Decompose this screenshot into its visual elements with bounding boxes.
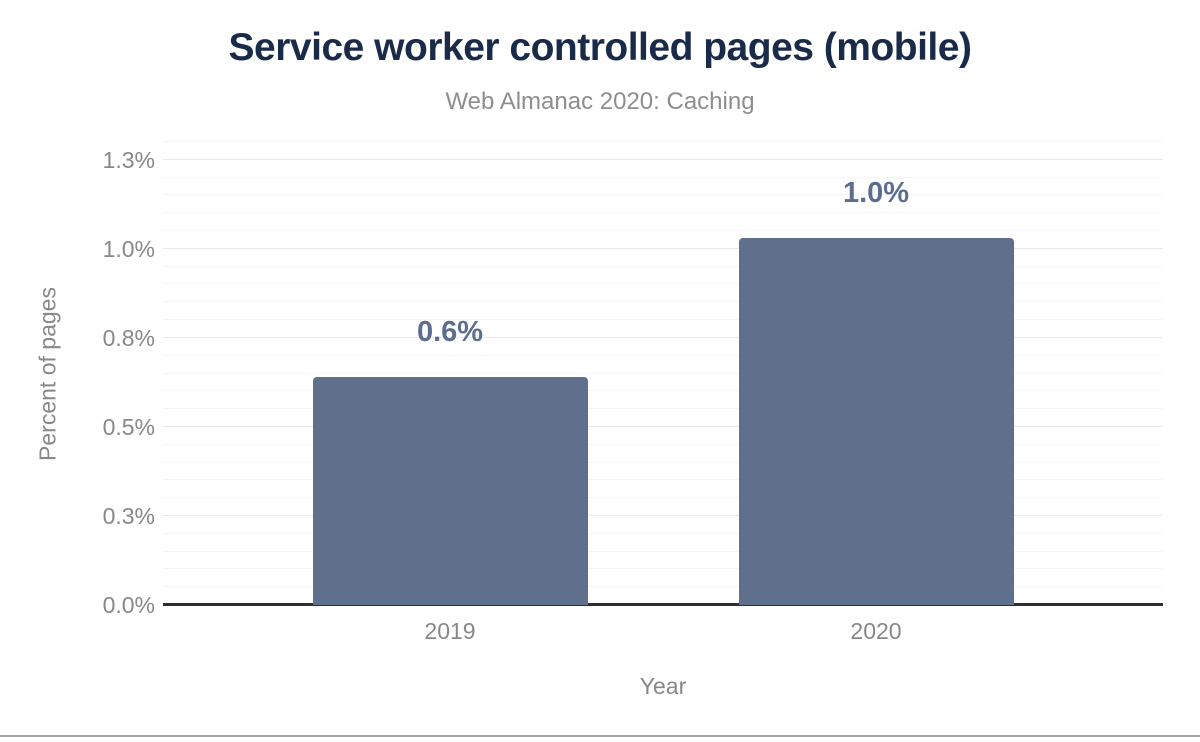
y-tick-label: 1.0% bbox=[102, 235, 155, 262]
gridline-minor bbox=[163, 301, 1163, 303]
gridline-minor bbox=[163, 319, 1163, 321]
x-axis-title: Year bbox=[639, 673, 687, 699]
y-tick-label: 0.8% bbox=[102, 324, 155, 351]
y-tick-label: 0.5% bbox=[102, 413, 155, 440]
x-axis-line bbox=[163, 603, 1163, 606]
gridline-minor bbox=[163, 568, 1163, 570]
gridline-major bbox=[163, 425, 1163, 427]
x-tick-label: 2020 bbox=[850, 618, 902, 644]
gridline-minor bbox=[163, 532, 1163, 534]
gridline-major bbox=[163, 514, 1163, 516]
gridline-major bbox=[163, 336, 1163, 338]
gridline-minor bbox=[163, 461, 1163, 463]
x-tick-label: 2019 bbox=[424, 618, 476, 644]
y-tick-label: 0.3% bbox=[102, 502, 155, 529]
gridline-major bbox=[163, 158, 1163, 160]
gridline-minor bbox=[163, 194, 1163, 196]
gridline-minor bbox=[163, 212, 1163, 214]
gridline-minor bbox=[163, 354, 1163, 356]
gridline-minor bbox=[163, 283, 1163, 285]
bar-2020[interactable] bbox=[738, 238, 1014, 605]
gridline-minor bbox=[163, 372, 1163, 374]
plot-area: 0.6% 1.0% bbox=[163, 141, 1163, 606]
bar-value-label: 1.0% bbox=[842, 177, 910, 210]
gridline-minor bbox=[163, 408, 1163, 410]
gridline-minor bbox=[163, 265, 1163, 267]
gridline-minor bbox=[163, 176, 1163, 178]
gridline-minor bbox=[163, 497, 1163, 499]
bar-value-label: 0.6% bbox=[416, 316, 484, 349]
gridline-minor bbox=[163, 141, 1163, 142]
y-axis-title: Percent of pages bbox=[34, 287, 61, 461]
gridline-minor bbox=[163, 390, 1163, 392]
y-tick-label: 1.3% bbox=[102, 146, 155, 173]
gridline-minor bbox=[163, 479, 1163, 481]
gridline-minor bbox=[163, 230, 1163, 232]
gridline-minor bbox=[163, 550, 1163, 552]
y-tick-label: 0.0% bbox=[102, 592, 155, 618]
gridline-minor bbox=[163, 586, 1163, 588]
chart-title: Service worker controlled pages (mobile) bbox=[228, 26, 972, 69]
gridline-minor bbox=[163, 443, 1163, 445]
bottom-divider bbox=[0, 735, 1200, 737]
chart-subtitle: Web Almanac 2020: Caching bbox=[445, 88, 755, 115]
gridline-major bbox=[163, 247, 1163, 249]
bar-2019[interactable] bbox=[312, 377, 588, 605]
